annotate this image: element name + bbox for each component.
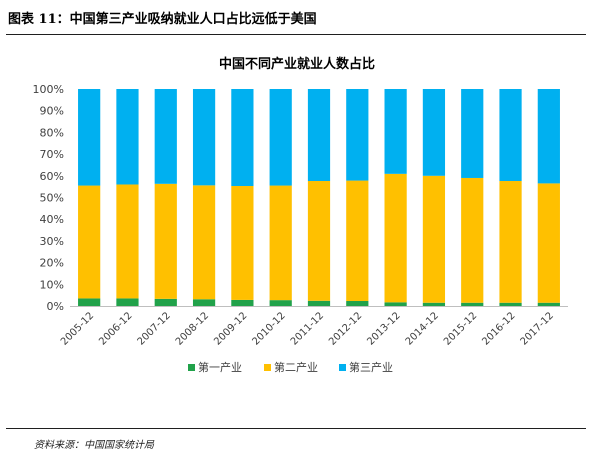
bar-segment-1 [461,302,484,306]
bar-segment-3 [537,89,560,184]
header-divider [6,34,586,35]
figure-caption: 图表 11：中国第三产业吸纳就业人口占比远低于美国 [8,12,317,27]
bar-segment-2 [116,184,139,299]
bar-segment-2 [269,185,292,301]
bar-segment-3 [231,89,254,186]
y-axis: 0% 10% 20% 30% 40% 50% 60% 70% 80% 90% 100% [33,83,64,313]
x-tick-label: 2014-12 [404,310,441,347]
bar-segment-1 [231,299,254,306]
y-tick-label: 70% [40,148,64,161]
y-tick-label: 60% [40,170,64,183]
bar-segment-1 [346,301,369,306]
bar-segment-2 [346,180,369,302]
legend-swatch [264,364,271,371]
figure-header: 图表 11：中国第三产业吸纳就业人口占比远低于美国 [6,6,586,35]
bar-segment-1 [384,302,407,306]
source-note: 资料来源：中国国家统计局 [34,440,154,451]
bar-segment-1 [116,298,139,306]
bar-segment-2 [422,175,446,303]
stacked-bar-chart: 中国不同产业就业人数占比 0% 10% 20% 30% 40% 50% 60% 70% 80% 9… [33,56,568,374]
legend-label: 第一产业 [198,360,242,374]
x-axis: 2005-12 2006-12 2007-12 2008-12 2009-12 2010-… [59,306,568,348]
x-tick-label: 2016-12 [480,310,517,347]
bar-segment-1 [78,298,101,306]
legend-label: 第二产业 [274,360,318,374]
bar-segment-1 [154,298,177,306]
bar-segment-3 [461,89,484,178]
legend-swatch [188,364,195,371]
bar-segment-3 [192,89,216,186]
x-tick-label: 2007-12 [136,310,173,347]
bars-group [78,89,560,306]
legend-label: 第三产业 [349,360,393,374]
bar-segment-1 [422,302,446,306]
y-tick-label: 80% [40,126,64,139]
legend-swatch [339,364,346,371]
bar-segment-1 [537,302,560,306]
y-tick-label: 100% [33,83,64,96]
bar-segment-2 [78,185,101,299]
bar-segment-2 [231,185,254,300]
bar-segment-2 [384,173,407,303]
bar-segment-2 [307,181,331,301]
x-tick-label: 2015-12 [442,310,479,347]
y-tick-label: 40% [40,213,64,226]
x-tick-label: 2006-12 [97,310,134,347]
bar-segment-1 [269,300,292,306]
footer-divider [6,428,586,429]
x-tick-label: 2008-12 [174,310,211,347]
x-tick-label: 2009-12 [212,310,249,347]
x-tick-label: 2012-12 [327,310,364,347]
bar-segment-2 [537,183,560,303]
bar-segment-2 [192,185,216,300]
x-tick-label: 2005-12 [59,310,96,347]
bar-segment-3 [78,89,101,186]
y-tick-label: 90% [40,105,64,118]
bar-segment-1 [307,300,331,306]
bar-segment-3 [269,89,292,186]
y-tick-label: 10% [40,278,64,291]
bar-segment-3 [116,89,139,185]
legend: 第一产业 第二产业 第三产业 [188,360,393,374]
bar-segment-3 [346,89,369,181]
bar-segment-2 [499,181,522,303]
bar-segment-1 [499,302,522,306]
y-tick-label: 30% [40,235,64,248]
bar-segment-3 [307,89,331,182]
chart-title: 中国不同产业就业人数占比 [219,56,375,72]
bar-segment-2 [461,177,484,303]
bar-segment-3 [422,89,446,176]
bar-segment-3 [154,89,177,184]
y-tick-label: 0% [47,300,64,313]
x-tick-label: 2010-12 [250,310,287,347]
x-tick-label: 2017-12 [519,310,556,347]
bar-segment-1 [192,299,216,306]
bar-segment-3 [499,89,522,182]
y-tick-label: 50% [40,192,64,205]
x-tick-label: 2011-12 [289,310,326,347]
bar-segment-2 [154,183,177,299]
bar-segment-3 [384,89,407,174]
x-tick-label: 2013-12 [365,310,402,347]
y-tick-label: 20% [40,257,64,270]
